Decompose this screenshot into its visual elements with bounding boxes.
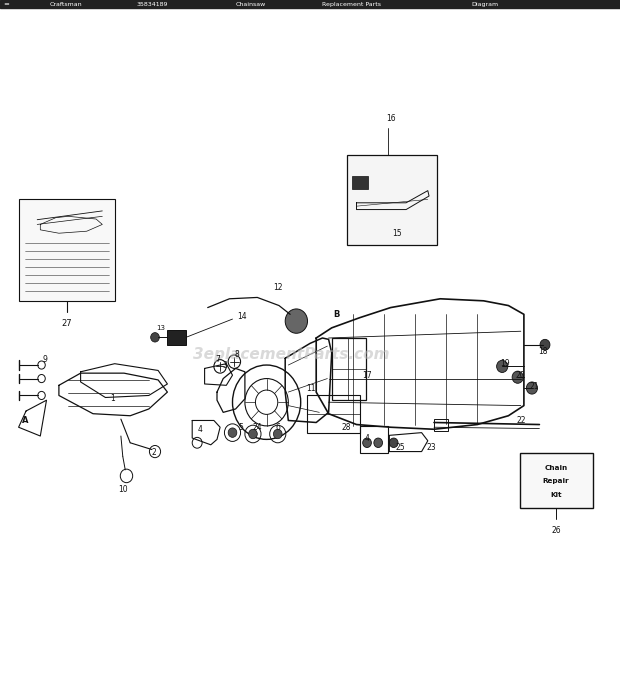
Text: B: B xyxy=(333,310,339,319)
Text: 12: 12 xyxy=(273,283,283,292)
Text: 17: 17 xyxy=(362,370,372,380)
Text: 24: 24 xyxy=(252,422,262,432)
Circle shape xyxy=(512,371,523,383)
Text: Chain: Chain xyxy=(544,465,568,470)
Text: =: = xyxy=(3,1,9,7)
Text: 8: 8 xyxy=(234,350,239,360)
Text: 2: 2 xyxy=(151,448,156,458)
Text: 16: 16 xyxy=(386,114,396,123)
Text: 1: 1 xyxy=(110,394,115,404)
Text: 21: 21 xyxy=(529,382,539,391)
Text: 14: 14 xyxy=(237,312,247,321)
Text: 15: 15 xyxy=(392,229,402,238)
Text: 28: 28 xyxy=(341,422,351,432)
Text: 26: 26 xyxy=(551,526,561,535)
Text: 23: 23 xyxy=(426,443,436,452)
Text: 11: 11 xyxy=(306,384,316,393)
Circle shape xyxy=(540,339,550,350)
Bar xyxy=(520,453,593,508)
Circle shape xyxy=(151,333,159,342)
Text: Replacement Parts: Replacement Parts xyxy=(322,1,381,7)
Bar xyxy=(347,155,437,245)
Bar xyxy=(167,330,186,345)
Text: Chainsaw: Chainsaw xyxy=(236,1,266,7)
Text: 19: 19 xyxy=(500,359,510,368)
Circle shape xyxy=(285,309,308,333)
Circle shape xyxy=(273,429,282,439)
Text: 22: 22 xyxy=(516,416,526,425)
Circle shape xyxy=(363,438,371,448)
Text: 7: 7 xyxy=(216,355,221,364)
Text: 27: 27 xyxy=(61,319,73,328)
Text: Diagram: Diagram xyxy=(471,1,498,7)
Circle shape xyxy=(526,382,538,394)
Text: 10: 10 xyxy=(118,485,128,494)
Text: 5: 5 xyxy=(238,422,243,432)
Text: Repair: Repair xyxy=(543,479,569,484)
Circle shape xyxy=(249,429,257,439)
Text: 20: 20 xyxy=(516,370,526,380)
Text: 6: 6 xyxy=(275,422,280,432)
Bar xyxy=(360,426,388,453)
Text: 25: 25 xyxy=(395,443,405,452)
Circle shape xyxy=(228,428,237,437)
Text: 9: 9 xyxy=(42,355,47,364)
Text: 3eplacementParts.com: 3eplacementParts.com xyxy=(193,347,389,362)
Bar xyxy=(307,395,360,433)
Text: 13: 13 xyxy=(157,325,166,331)
Text: A: A xyxy=(22,416,28,425)
Text: Craftsman: Craftsman xyxy=(50,1,82,7)
Bar xyxy=(0,0,620,8)
Text: Kit: Kit xyxy=(551,492,562,498)
Text: 3: 3 xyxy=(222,360,227,370)
Circle shape xyxy=(389,438,398,448)
Text: 4: 4 xyxy=(197,425,202,434)
Circle shape xyxy=(497,360,508,372)
Bar xyxy=(332,338,366,400)
Text: 35834189: 35834189 xyxy=(136,1,168,7)
Bar xyxy=(352,176,368,189)
Bar xyxy=(434,419,448,431)
Text: 4: 4 xyxy=(365,433,370,443)
Bar xyxy=(19,199,115,301)
Text: 18: 18 xyxy=(538,347,548,356)
Circle shape xyxy=(374,438,383,448)
